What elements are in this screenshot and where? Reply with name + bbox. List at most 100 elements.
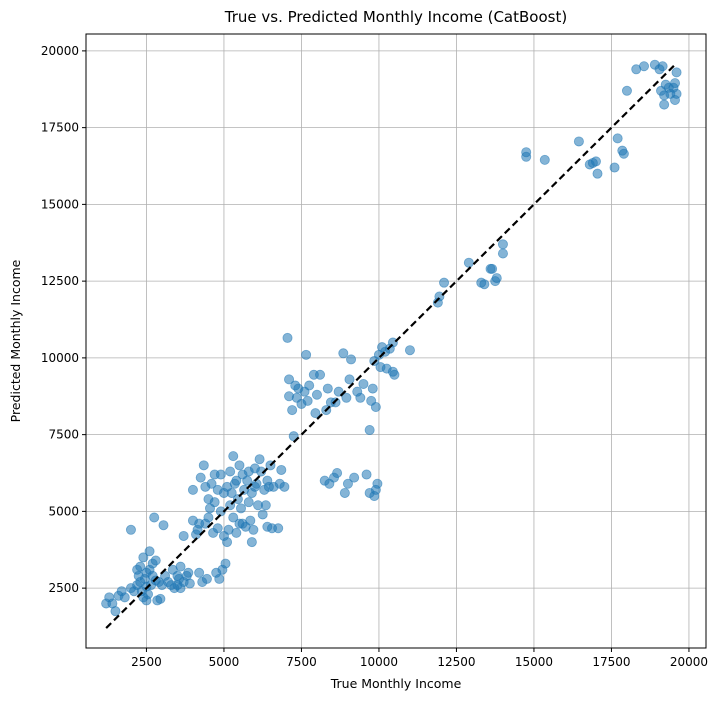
scatter-point [246, 537, 257, 548]
scatter-point [361, 469, 372, 480]
scatter-point [439, 277, 450, 288]
scatter-point [592, 168, 603, 179]
scatter-point [612, 133, 623, 144]
scatter-point [342, 478, 353, 489]
scatter-point [248, 524, 259, 535]
y-tick-label: 5000 [48, 504, 79, 518]
scatter-point [175, 561, 186, 572]
scatter-point [155, 593, 166, 604]
y-tick-label: 20000 [41, 44, 79, 58]
scatter-point [322, 383, 333, 394]
x-tick-label: 7500 [286, 655, 317, 669]
scatter-point [158, 520, 169, 531]
scatter-point [201, 573, 212, 584]
scatter-point [214, 573, 225, 584]
scatter-point [338, 348, 349, 359]
scatter-point [142, 589, 153, 600]
scatter-point [287, 405, 298, 416]
scatter-point [341, 392, 352, 403]
scatter-point [282, 332, 293, 343]
scatter-point [332, 468, 343, 479]
scatter-point [125, 524, 136, 535]
scatter-point [254, 454, 265, 465]
scatter-point [228, 512, 239, 523]
scatter-point [358, 378, 369, 389]
scatter-point [497, 248, 508, 259]
scatter-point [260, 500, 271, 511]
scatter-point [231, 475, 242, 486]
scatter-point [302, 395, 313, 406]
scatter-point [279, 481, 290, 492]
y-tick-label: 12500 [41, 274, 79, 288]
y-tick-label: 7500 [48, 428, 79, 442]
y-axis-label: Predicted Monthly Income [8, 259, 23, 422]
scatter-point [184, 578, 195, 589]
scatter-point [333, 386, 344, 397]
scatter-point [194, 567, 205, 578]
scatter-point [367, 383, 378, 394]
scatter-point [276, 464, 287, 475]
x-tick-label: 2500 [131, 655, 162, 669]
scatter-point [257, 509, 268, 520]
scatter-point [355, 392, 366, 403]
scatter-point [231, 527, 242, 538]
scatter-point [234, 460, 245, 471]
scatter-point [310, 408, 321, 419]
scatter-point [183, 567, 194, 578]
scatter-point [228, 451, 239, 462]
scatter-point [404, 345, 415, 356]
scatter-point [372, 478, 383, 489]
scatter-point [215, 469, 226, 480]
scatter-point [315, 369, 326, 380]
scatter-point [339, 487, 350, 498]
scatter-point [149, 512, 160, 523]
scatter-point [235, 503, 246, 514]
scatter-point [220, 558, 231, 569]
scatter-point [659, 99, 670, 110]
scatter-point [222, 537, 233, 548]
scatter-point [609, 162, 620, 173]
scatter-point [370, 402, 381, 413]
scatter-point [225, 466, 236, 477]
scatter-point [119, 592, 130, 603]
y-tick-label: 15000 [41, 197, 79, 211]
scatter-point [195, 472, 206, 483]
scatter-point [110, 606, 121, 617]
scatter-point [135, 561, 146, 572]
plot-frame [85, 33, 707, 649]
scatter-point [573, 136, 584, 147]
scatter-point [150, 555, 161, 566]
scatter-point [311, 389, 322, 400]
scatter-point [618, 148, 629, 159]
scatter-point [198, 460, 209, 471]
x-tick-label: 15000 [515, 655, 553, 669]
x-tick-label: 17500 [592, 655, 630, 669]
scatter-point [178, 530, 189, 541]
y-tick-label: 10000 [41, 351, 79, 365]
chart-title: True vs. Predicted Monthly Income (CatBo… [224, 8, 567, 26]
scatter-point [521, 151, 532, 162]
scatter-point [301, 349, 312, 360]
scatter-point [463, 257, 474, 268]
scatter-point [479, 279, 490, 290]
scatter-point [209, 497, 220, 508]
scatter-point [203, 512, 214, 523]
scatter-point [497, 239, 508, 250]
scatter-point [187, 484, 198, 495]
scatter-point [346, 354, 357, 365]
x-tick-label: 12500 [437, 655, 475, 669]
scatter-point [273, 523, 284, 534]
scatter-point [344, 374, 355, 385]
scatter-point [144, 546, 155, 557]
y-tick-label: 17500 [41, 121, 79, 135]
scatter-point [349, 472, 360, 483]
x-axis-ticks: 2500 5000 7500 10000 12500 15000 17500 20000 [131, 648, 708, 669]
scatter-point [389, 369, 400, 380]
y-tick-label: 2500 [48, 581, 79, 595]
x-tick-label: 5000 [209, 655, 240, 669]
scatter-point [138, 552, 149, 563]
scatter-point [487, 263, 498, 274]
scatter-point [304, 380, 315, 391]
